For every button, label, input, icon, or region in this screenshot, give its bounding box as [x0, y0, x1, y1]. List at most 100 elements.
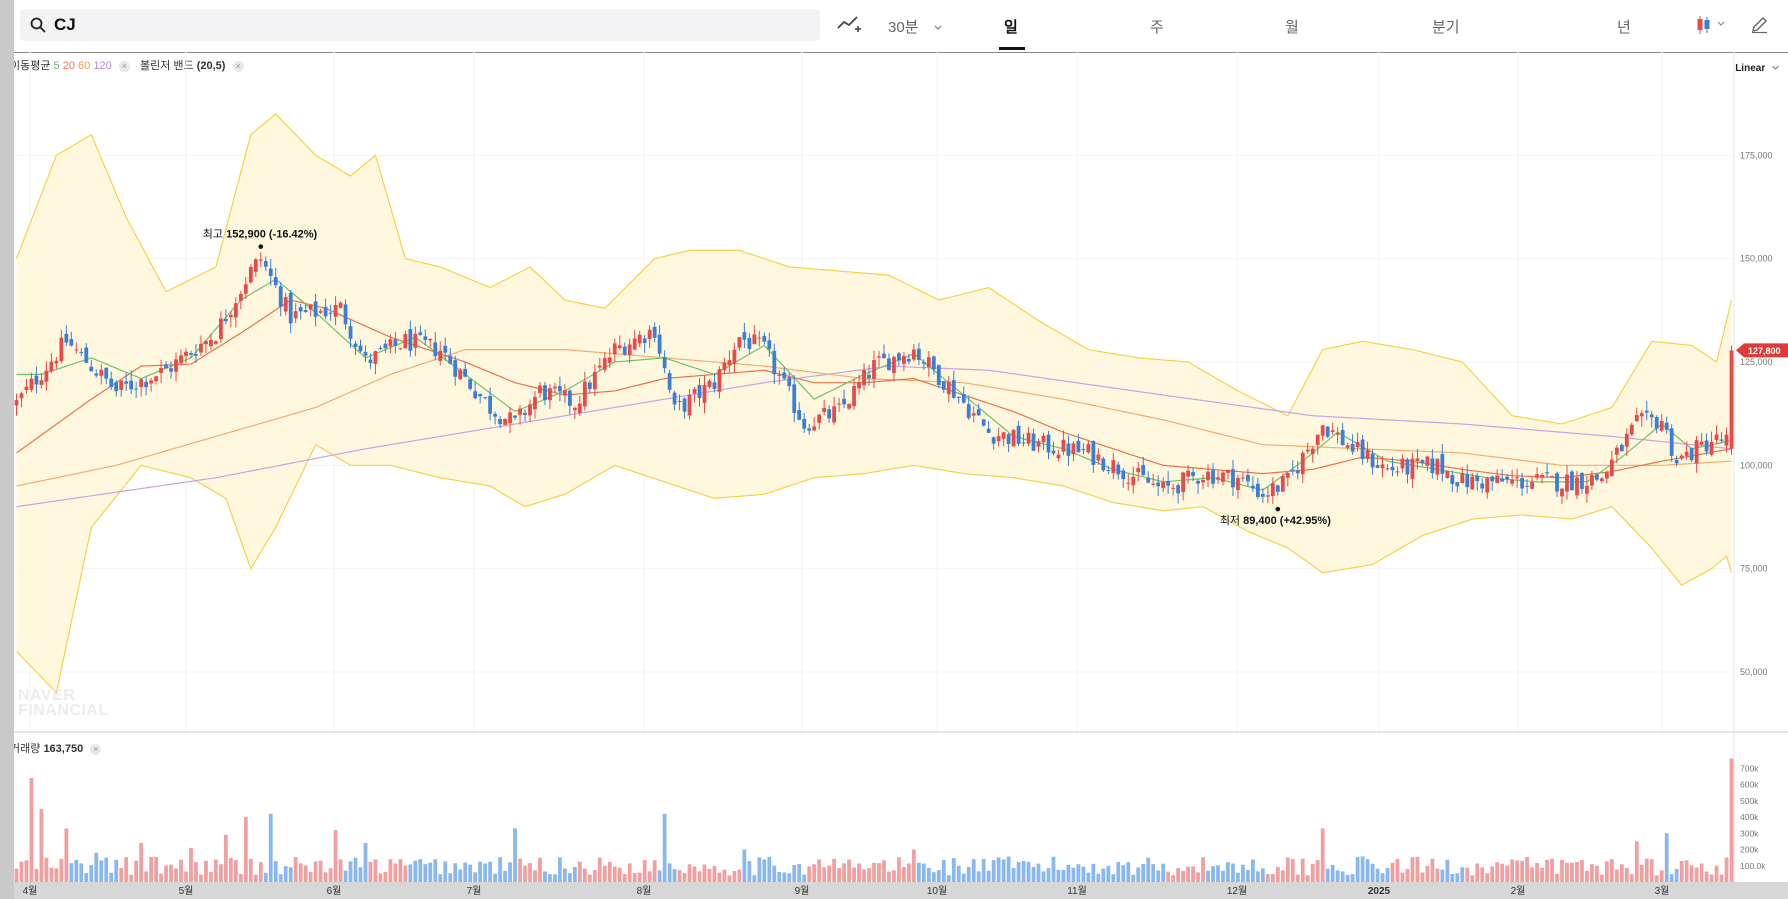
candle-body: [1231, 469, 1235, 488]
volume-bar: [1580, 860, 1584, 882]
volume-bar: [1694, 867, 1699, 882]
volume-bar: [164, 865, 168, 882]
candle-body: [827, 409, 832, 419]
volume-bar: [632, 872, 637, 882]
volume-bar: [1674, 868, 1679, 882]
candle-body: [1206, 471, 1210, 481]
volume-bar: [872, 862, 876, 882]
candle-body: [1280, 476, 1285, 492]
candle-body: [672, 392, 677, 405]
volume-legend[interactable]: 거래량 163,750 ×: [14, 740, 102, 756]
candle-body: [368, 359, 373, 364]
volume-bar: [64, 828, 69, 882]
candle-body: [64, 333, 69, 343]
candle-body: [1350, 443, 1355, 452]
pencil-icon[interactable]: [1750, 14, 1770, 39]
close-icon[interactable]: ×: [118, 61, 130, 72]
volume-bar: [538, 857, 542, 882]
candle-body: [253, 259, 258, 272]
candle-body: [1166, 481, 1171, 486]
candle-body: [1375, 465, 1380, 468]
trend-line-icon[interactable]: [836, 12, 862, 41]
price-chart[interactable]: 50,000 75,000 100,000 125,000 150,000 175,000…: [14, 52, 1788, 734]
volume-bar: [323, 872, 328, 882]
candle-body: [956, 396, 961, 398]
candle-body: [378, 348, 383, 350]
candle-body: [1086, 444, 1091, 453]
candle-body: [478, 393, 483, 397]
search-box[interactable]: CJ: [20, 9, 820, 41]
volume-bar: [179, 859, 183, 882]
interval-30min-dropdown[interactable]: 30분: [888, 16, 943, 37]
tab-month[interactable]: 월: [1285, 19, 1299, 36]
candle-body: [134, 388, 139, 390]
volume-bar: [528, 863, 532, 882]
candle-body: [348, 326, 353, 339]
close-icon[interactable]: ×: [232, 61, 244, 72]
volume-bar: [403, 865, 408, 882]
candle-body: [1490, 476, 1495, 482]
volume-bar: [1420, 872, 1425, 882]
search-input[interactable]: CJ: [54, 15, 76, 34]
volume-bar: [822, 867, 827, 882]
volume-bar: [667, 863, 672, 882]
candle-body: [1694, 440, 1699, 464]
tab-quarter[interactable]: 분기: [1432, 19, 1460, 36]
volume-bar: [1226, 862, 1230, 882]
candle-body: [1654, 416, 1659, 429]
volume-bar: [318, 860, 323, 882]
candle-body: [149, 380, 153, 384]
volume-bar: [39, 808, 44, 882]
candle-body: [772, 350, 777, 375]
moving-average-legend[interactable]: 이동평균 5 20 60 120 ×: [14, 57, 130, 73]
candle-body: [1669, 428, 1674, 456]
tab-week[interactable]: 주: [1150, 19, 1164, 36]
candle-body: [273, 277, 278, 286]
volume-bar: [1211, 866, 1215, 882]
volume-bar: [1280, 870, 1285, 882]
candle-body: [129, 380, 134, 390]
volume-bar: [114, 859, 119, 882]
scale-mode-dropdown[interactable]: Linear: [1735, 63, 1780, 74]
volume-bar: [478, 861, 483, 882]
candle-body: [1325, 426, 1330, 437]
volume-bar: [134, 860, 139, 882]
candlestick-icon[interactable]: [1695, 14, 1729, 41]
candle-body: [438, 350, 443, 361]
volume-bar: [1051, 856, 1056, 882]
candle-body: [263, 261, 268, 267]
volume-bar: [887, 871, 891, 882]
volume-bar: [772, 865, 777, 882]
candle-body: [1664, 422, 1669, 430]
volume-bar: [1026, 861, 1031, 882]
volume-bar: [79, 863, 84, 882]
volume-bar: [1729, 758, 1734, 882]
candle-body: [104, 367, 109, 379]
candle-body: [1699, 441, 1704, 445]
candle-body: [393, 339, 398, 346]
candle-body: [1046, 434, 1051, 453]
tab-year[interactable]: 년: [1617, 19, 1631, 36]
candle-body: [493, 413, 497, 417]
volume-bar: [817, 859, 822, 882]
volume-bar: [533, 870, 537, 882]
candle-body: [1634, 415, 1639, 422]
volume-bar: [139, 843, 144, 882]
candle-body: [248, 267, 253, 283]
candle-body: [737, 337, 742, 348]
candle-body: [966, 404, 971, 418]
bollinger-legend[interactable]: 볼린저 밴드 (20,5) ×: [140, 57, 244, 73]
candle-body: [936, 365, 941, 386]
volume-bar: [94, 852, 99, 882]
volume-bar: [827, 865, 832, 882]
candle-body: [782, 372, 787, 379]
tab-day[interactable]: 일: [1004, 19, 1018, 36]
candle-body: [597, 365, 602, 368]
candle-body: [89, 366, 94, 372]
volume-bar: [707, 868, 712, 882]
candle-body: [169, 368, 173, 372]
candle-body: [488, 395, 493, 414]
volume-bar: [1141, 863, 1146, 882]
close-icon[interactable]: ×: [90, 744, 102, 755]
volume-bar: [1315, 860, 1320, 882]
